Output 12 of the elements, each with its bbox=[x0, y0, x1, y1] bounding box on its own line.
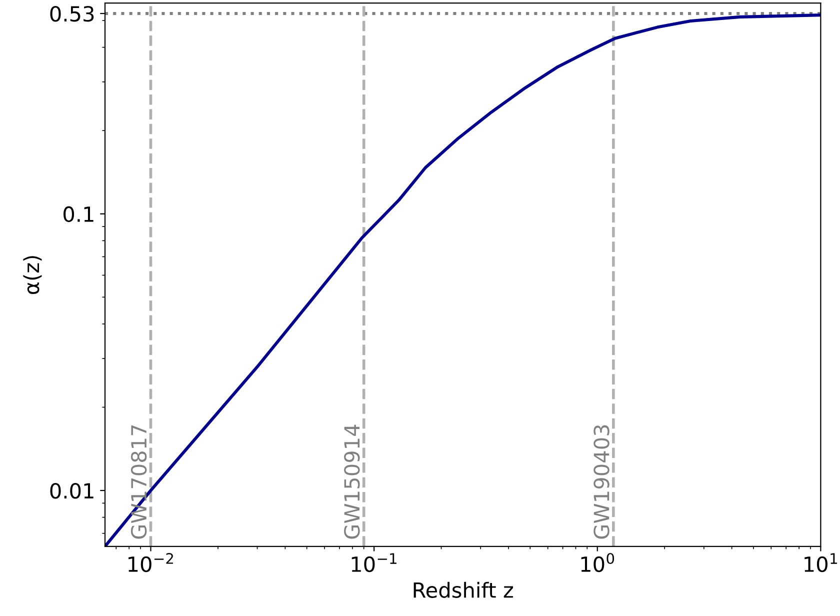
y-tick-label: 0.01 bbox=[50, 482, 94, 499]
x-tick-label: 10$^{−2}$ bbox=[128, 552, 174, 572]
y-tick-label: 0.1 bbox=[64, 206, 94, 222]
ref-line-label: GW170817 bbox=[130, 425, 147, 539]
ref-line-label: GW190403 bbox=[594, 425, 610, 539]
x-tick-label: 10$^{1}$ bbox=[804, 553, 837, 572]
x-axis-title: Redshift z bbox=[414, 582, 514, 598]
x-tick-label: 10$^{−1}$ bbox=[352, 553, 396, 572]
y-tick-label: 0.53 bbox=[50, 6, 94, 22]
y-axis-title: α(z) bbox=[23, 256, 42, 294]
ref-line-label: GW150914 bbox=[344, 424, 360, 539]
x-tick-label: 10$^{0}$ bbox=[581, 552, 614, 572]
